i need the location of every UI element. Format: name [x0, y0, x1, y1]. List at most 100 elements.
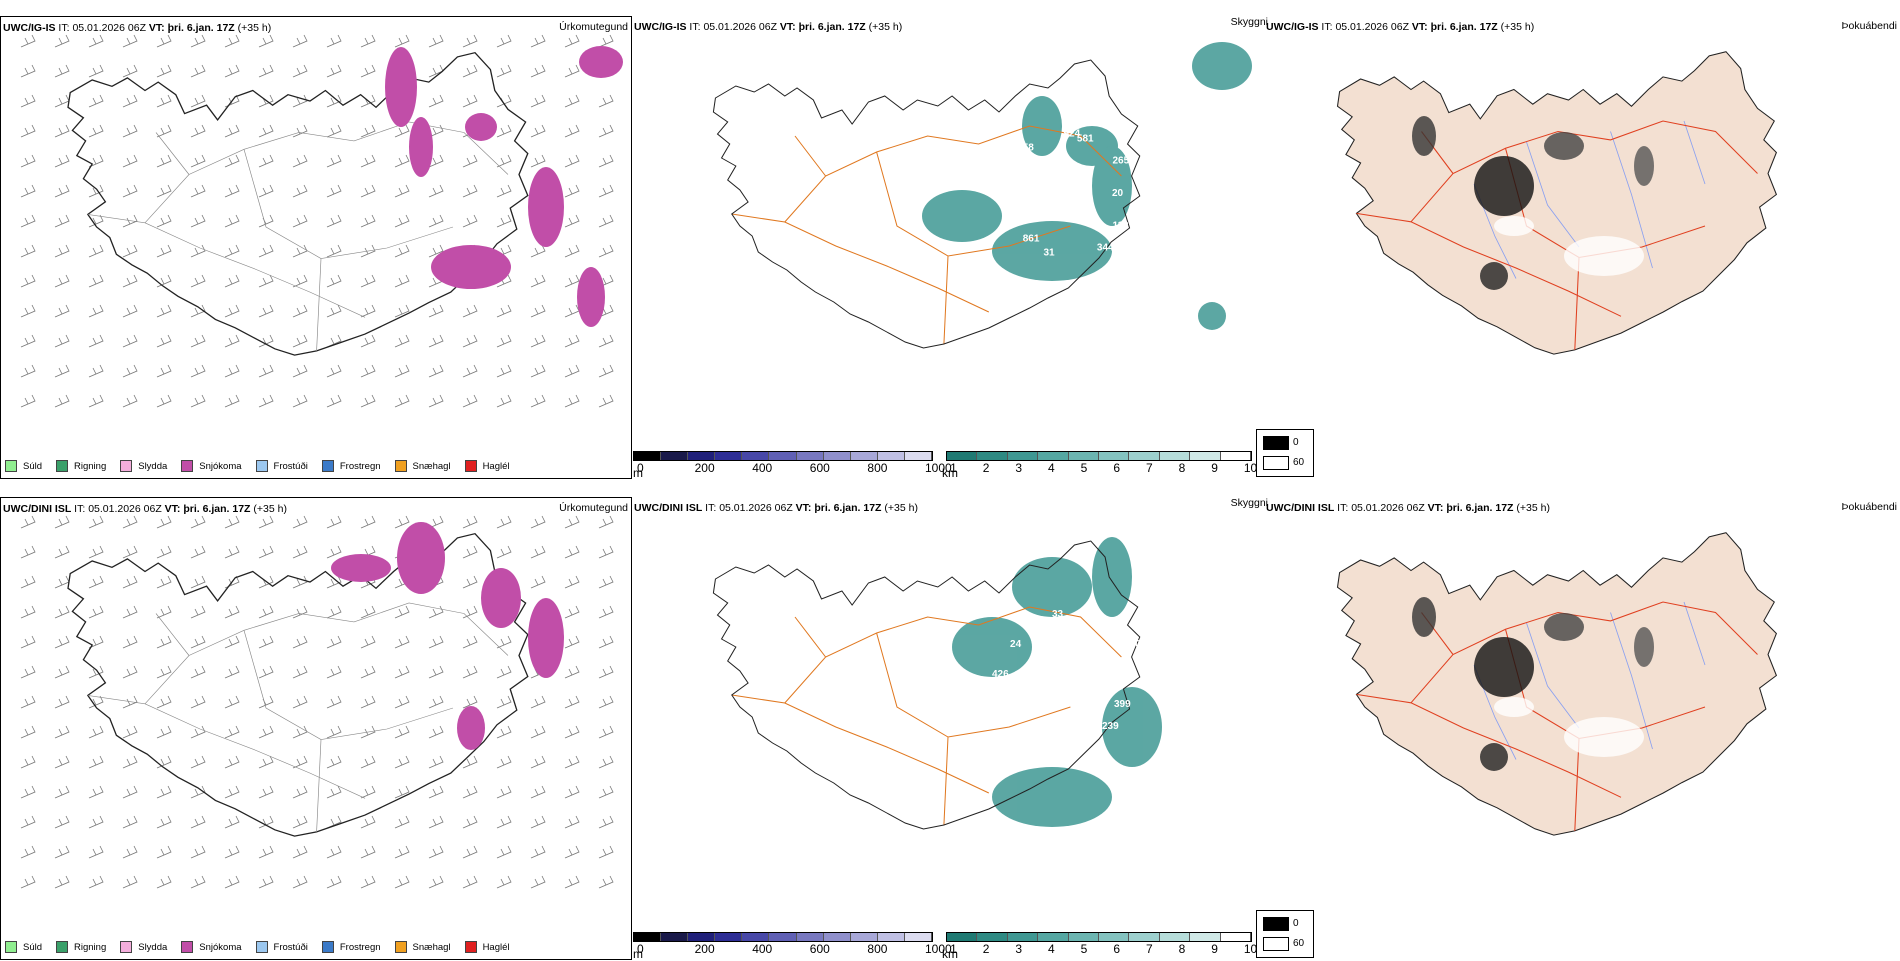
cloud-base-label: 353: [1032, 721, 1049, 732]
wind-barb: [258, 845, 274, 859]
wind-barb: [156, 845, 172, 859]
visibility-colorbar: 1 2 3 4 5 6 7 8 9 10: [946, 451, 1257, 475]
legend-swatch: [464, 941, 477, 953]
wind-barb: [564, 875, 580, 889]
wind-barb: [54, 274, 70, 288]
wind-barb: [54, 124, 70, 138]
wind-barb: [122, 64, 138, 78]
wind-barb: [54, 244, 70, 258]
legend-label: Súld: [23, 941, 43, 953]
wind-barb: [190, 364, 206, 378]
legend-label: Slydda: [138, 941, 168, 953]
colorbar-cell: [1099, 933, 1130, 941]
wind-barb: [292, 304, 308, 318]
wind-barb: [156, 154, 172, 168]
colorbar-cell: [688, 933, 716, 941]
wind-barb: [360, 635, 376, 649]
panel-title: Skyggni: [1230, 16, 1268, 28]
wind-barb: [394, 605, 410, 619]
wind-barb: [564, 274, 580, 288]
wind-barb: [190, 154, 206, 168]
wind-barb: [428, 665, 444, 679]
wind-barb: [258, 755, 274, 769]
wind-barb: [54, 575, 70, 589]
visibility-unit: km: [942, 947, 958, 961]
wind-barb: [428, 725, 444, 739]
wind-barb: [122, 755, 138, 769]
wind-barb: [360, 34, 376, 48]
wind-barb: [428, 334, 444, 348]
wind-barb: [224, 184, 240, 198]
wind-barb: [496, 34, 512, 48]
wind-barb: [88, 274, 104, 288]
wind-barb: [462, 575, 478, 589]
wind-barb: [428, 875, 444, 889]
wind-barb: [224, 545, 240, 559]
wind-barb: [190, 244, 206, 258]
colorbar-cell: [634, 452, 662, 460]
colorbar-cell: [1007, 452, 1039, 460]
wind-barb: [564, 605, 580, 619]
wind-barb: [292, 334, 308, 348]
wind-barb: [564, 364, 580, 378]
wind-barb: [258, 605, 274, 619]
wind-barb: [326, 755, 342, 769]
wind-barb: [258, 244, 274, 258]
wind-barb: [598, 334, 614, 348]
wind-barb: [190, 334, 206, 348]
wind-barb: [190, 214, 206, 228]
wind-barb: [54, 875, 70, 889]
wind-barb: [88, 845, 104, 859]
fog-area: [1544, 132, 1584, 160]
wind-barb: [88, 545, 104, 559]
wind-barb: [20, 605, 36, 619]
wind-barb: [462, 154, 478, 168]
fog-area: [1412, 116, 1436, 156]
wind-barb: [88, 64, 104, 78]
colorbar-tick: 6: [1113, 461, 1120, 475]
precip-type-panel-top: UWC/IG-IS IT: 05.01.2026 06Z VT: þri. 6.…: [0, 16, 632, 479]
wind-barb: [360, 845, 376, 859]
wind-barb: [462, 394, 478, 408]
panel-title: Þokuábendi: [1841, 20, 1897, 32]
legend-label: Súld: [23, 460, 43, 472]
colorbar-tick: 400: [752, 942, 773, 956]
wind-barb: [496, 154, 512, 168]
colorbar-cell: [1038, 933, 1069, 941]
wind-barb: [20, 545, 36, 559]
low-visibility-area: [992, 221, 1112, 281]
wind-barb: [462, 815, 478, 829]
wind-barb: [360, 124, 376, 138]
wind-barb: [428, 785, 444, 799]
wind-barb: [428, 304, 444, 318]
cloud-base-label: 781: [1112, 669, 1129, 680]
colorbar-tick: 600: [809, 461, 830, 475]
cloud-base-label: 344: [1097, 243, 1114, 254]
wind-barb: [394, 334, 410, 348]
colorbar-tick: 1: [950, 942, 957, 956]
colorbar-cell: [877, 933, 905, 941]
colorbar-cell: [1007, 933, 1039, 941]
visibility-panel-top: UWC/IG-IS IT: 05.01.2026 06Z VT: þri. 6.…: [632, 16, 1314, 480]
wind-barb: [598, 875, 614, 889]
wind-barb: [122, 394, 138, 408]
wind-barb: [20, 124, 36, 138]
wind-barb: [224, 34, 240, 48]
colorbar-cell: [1220, 452, 1252, 460]
legend-swatch: [120, 941, 133, 953]
wind-barb: [360, 304, 376, 318]
wind-barb: [54, 334, 70, 348]
wind-barb: [564, 845, 580, 859]
fog-area: [1412, 597, 1436, 637]
low-visibility-area: [992, 767, 1112, 827]
colorbar-cell: [1190, 452, 1221, 460]
cloud-base-label: 34: [1052, 729, 1064, 740]
wind-barb: [224, 64, 240, 78]
wind-barb: [462, 635, 478, 649]
wind-barb: [360, 334, 376, 348]
wind-barb: [190, 34, 206, 48]
wind-barb: [598, 184, 614, 198]
wind-barb: [564, 214, 580, 228]
